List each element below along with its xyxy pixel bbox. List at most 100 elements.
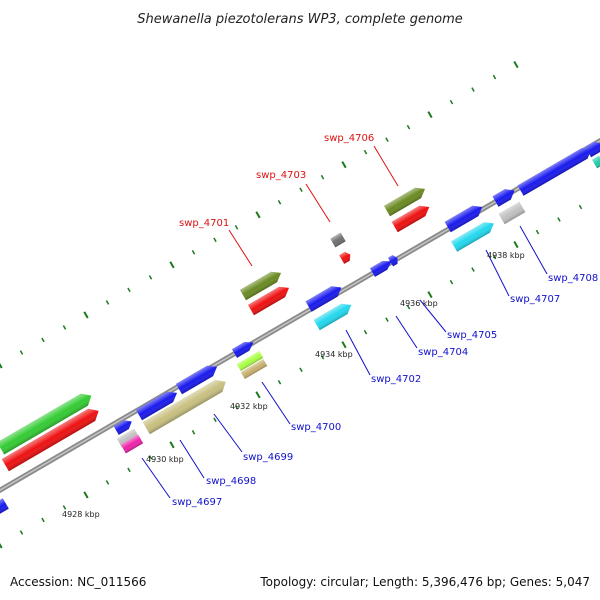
- scale-tick: [83, 491, 89, 499]
- gene-feature[interactable]: [231, 338, 256, 358]
- gene-feature[interactable]: [330, 232, 346, 248]
- scale-tick: [427, 111, 433, 119]
- scale-tick: [169, 441, 175, 449]
- gene-feature[interactable]: [369, 257, 394, 277]
- scale-tick: [363, 329, 368, 335]
- scale-tick: [578, 204, 583, 210]
- label-connector: [345, 329, 371, 376]
- gene-feature[interactable]: [391, 202, 433, 233]
- gene-feature[interactable]: [305, 282, 345, 312]
- gene-label-swp-4705[interactable]: swp_4705: [447, 330, 497, 341]
- label-connector: [213, 413, 243, 453]
- gene-feature[interactable]: [388, 254, 400, 267]
- gene-feature[interactable]: [498, 201, 526, 225]
- scale-tick: [406, 124, 411, 130]
- accession-text: Accession: NC_011566: [10, 575, 146, 589]
- gene-feature[interactable]: [236, 351, 264, 371]
- scale-tick: [19, 350, 24, 355]
- scale-tick: [341, 161, 347, 169]
- gene-feature[interactable]: [0, 390, 95, 455]
- gene-feature[interactable]: [313, 300, 355, 331]
- scale-tick: [213, 417, 217, 423]
- scale-tick: [320, 354, 325, 360]
- gene-label-swp-4697[interactable]: swp_4697: [172, 497, 222, 508]
- gene-feature[interactable]: [142, 376, 230, 435]
- gene-features: [0, 139, 600, 517]
- scale-tick: [105, 300, 110, 305]
- gene-feature[interactable]: [247, 283, 292, 316]
- scale-tick: [449, 279, 454, 285]
- label-connector: [179, 439, 205, 479]
- topology-summary: Topology: circular; Length: 5,396,476 bp…: [259, 575, 590, 589]
- gene-feature[interactable]: [175, 362, 220, 395]
- gene-label-swp-4706[interactable]: swp_4706: [324, 133, 374, 144]
- gene-feature[interactable]: [120, 434, 144, 454]
- gene-feature[interactable]: [585, 139, 600, 158]
- gene-feature[interactable]: [135, 388, 180, 421]
- gene-feature[interactable]: [0, 498, 9, 517]
- scale-tick: [41, 337, 45, 343]
- gene-label-swp-4702[interactable]: swp_4702: [371, 374, 421, 385]
- gene-feature[interactable]: [592, 155, 600, 169]
- gene-label-swp-4704[interactable]: swp_4704: [418, 347, 468, 358]
- gene-feature[interactable]: [444, 202, 486, 233]
- scale-tick: [0, 362, 3, 369]
- gene-feature[interactable]: [239, 268, 284, 301]
- scale-tick: [471, 267, 475, 272]
- label-connector: [419, 299, 447, 333]
- gene-label-swp-4699[interactable]: swp_4699: [243, 452, 293, 463]
- gene-label-swp-4707[interactable]: swp_4707: [510, 294, 560, 305]
- kbp-label: 4928 kbp: [62, 510, 100, 519]
- scale-tick: [191, 250, 196, 255]
- scale-tick: [406, 304, 411, 310]
- scale-tick: [234, 225, 239, 230]
- scale-tick: [557, 217, 561, 222]
- scale-tick: [0, 542, 3, 549]
- label-connector: [395, 315, 418, 349]
- label-connector: [373, 145, 399, 187]
- label-connector: [141, 457, 171, 499]
- gene-feature[interactable]: [383, 184, 428, 217]
- gene-label-swp-4700[interactable]: swp_4700: [291, 422, 341, 433]
- gene-feature[interactable]: [240, 359, 268, 379]
- kbp-label: 4932 kbp: [230, 402, 268, 411]
- kbp-label: 4934 kbp: [315, 350, 353, 359]
- gene-feature[interactable]: [517, 144, 595, 196]
- scale-tick: [234, 405, 239, 410]
- kbp-label: 4938 kbp: [487, 251, 525, 260]
- scale-tick: [492, 74, 497, 80]
- scale-tick: [363, 149, 368, 155]
- scale-tick: [41, 517, 45, 523]
- scale-tick: [127, 467, 131, 473]
- gene-label-swp-4701[interactable]: swp_4701: [179, 218, 229, 229]
- map-title: Shewanella piezotolerans WP3, complete g…: [137, 12, 463, 27]
- scale-tick: [471, 87, 475, 92]
- scale-tick: [213, 237, 217, 243]
- scale-tick: [277, 199, 282, 205]
- scale-tick: [341, 341, 347, 349]
- scale-tick: [535, 229, 540, 235]
- scale-tick: [277, 379, 282, 385]
- label-connector: [261, 381, 291, 425]
- scale-tick: [105, 480, 110, 485]
- scale-tick: [513, 61, 519, 69]
- scale-tick: [385, 137, 389, 142]
- gene-feature[interactable]: [113, 417, 135, 435]
- scale-tick: [427, 291, 433, 299]
- scale-tick: [62, 325, 67, 330]
- scale-tick: [385, 317, 389, 322]
- gene-label-swp-4698[interactable]: swp_4698: [206, 476, 256, 487]
- gene-feature[interactable]: [339, 250, 353, 264]
- gene-feature[interactable]: [492, 185, 517, 207]
- gene-feature[interactable]: [451, 218, 497, 252]
- scale-tick: [62, 505, 67, 510]
- gene-label-swp-4708[interactable]: swp_4708: [548, 273, 598, 284]
- gene-label-swp-4703[interactable]: swp_4703: [256, 170, 306, 181]
- scale-tick: [449, 99, 454, 105]
- scale-tick: [492, 254, 497, 260]
- scale-tick: [299, 367, 303, 373]
- gene-feature[interactable]: [116, 428, 140, 448]
- scale-tick: [299, 187, 303, 193]
- kbp-label: 4936 kbp: [400, 299, 438, 308]
- gene-feature[interactable]: [1, 405, 102, 472]
